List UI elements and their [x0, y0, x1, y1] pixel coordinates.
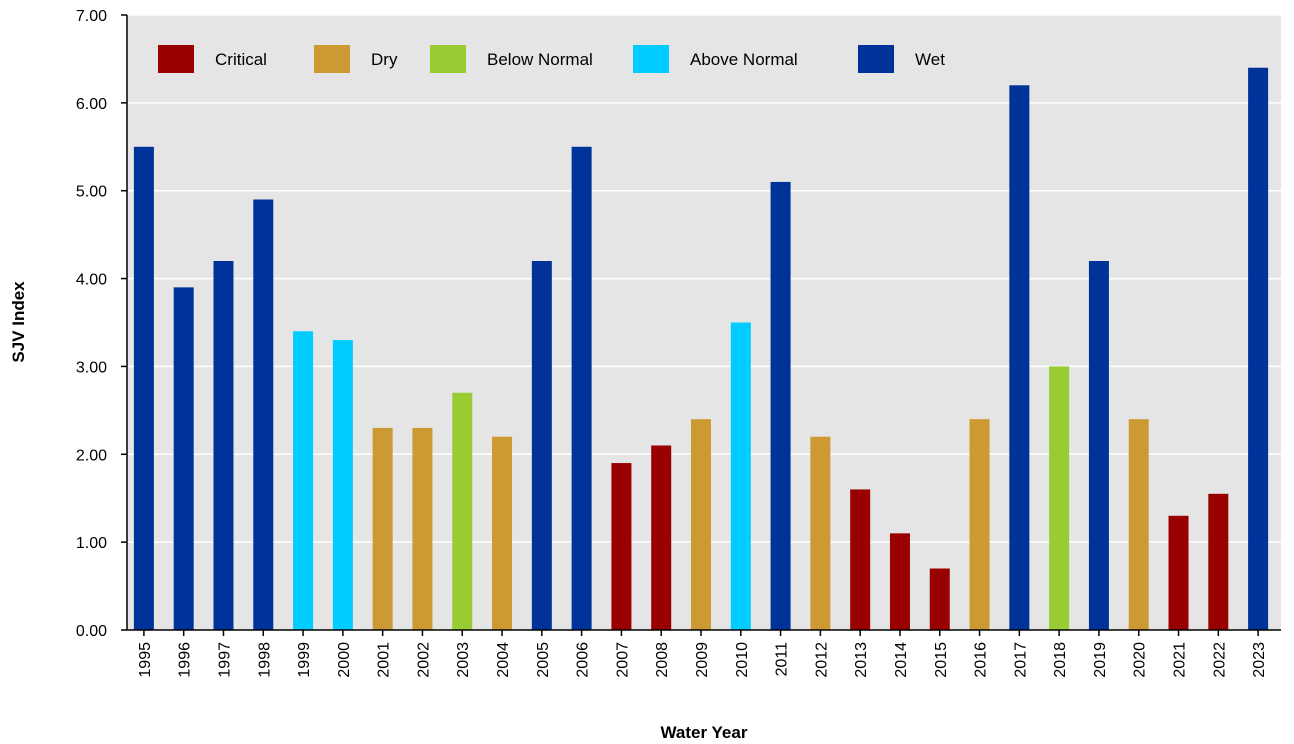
legend-label: Above Normal	[690, 50, 798, 69]
x-tick-label: 2006	[575, 642, 592, 678]
x-tick-label: 2014	[893, 642, 910, 678]
bar-2005	[531, 261, 552, 630]
legend-swatch-critical	[158, 45, 194, 73]
y-tick-label: 6.00	[76, 96, 107, 113]
x-tick-label: 2012	[813, 642, 830, 678]
bar-2017	[1009, 85, 1030, 631]
bar-1995	[133, 146, 154, 631]
x-tick-label: 1998	[256, 642, 273, 678]
x-tick-label: 2007	[614, 642, 631, 678]
bar-2019	[1088, 261, 1109, 630]
x-tick-label: 2000	[336, 642, 353, 678]
legend-swatch-wet	[858, 45, 894, 73]
legend: Critical Dry Below Normal Above Normal Wet	[158, 45, 945, 73]
bar-2008	[651, 445, 672, 630]
y-tick-label: 4.00	[76, 272, 107, 289]
bar-2007	[611, 463, 632, 630]
x-tick-label: 2005	[535, 642, 552, 678]
legend-label: Wet	[915, 50, 945, 69]
bar-2013	[850, 489, 871, 630]
y-tick-label: 0.00	[76, 623, 107, 640]
x-tick-label: 2020	[1132, 642, 1149, 678]
x-tick-label: 2016	[973, 642, 990, 678]
x-tick-label: 2011	[774, 642, 791, 677]
legend-swatch-below-normal	[430, 45, 466, 73]
x-tick-label: 2008	[654, 642, 671, 678]
legend-label: Dry	[371, 50, 398, 69]
y-axis-title: SJV Index	[9, 281, 28, 363]
x-tick-label: 2017	[1012, 642, 1029, 678]
bar-2023	[1248, 67, 1269, 630]
x-axis-title: Water Year	[661, 723, 748, 742]
bar-2021	[1168, 515, 1189, 630]
x-tick-label: 1995	[137, 642, 154, 678]
bar-2010	[730, 322, 751, 630]
x-tick-label: 2022	[1211, 642, 1228, 678]
bar-2001	[372, 427, 393, 630]
x-tick-label: 2018	[1052, 642, 1069, 678]
y-tick-label: 3.00	[76, 359, 107, 376]
x-axis-ticks: 1995 1996 1997 1998 1999 2000 2001 2002 2003 2004…	[137, 630, 1268, 678]
x-tick-label: 2021	[1172, 642, 1189, 678]
bar-1997	[213, 261, 234, 630]
y-axis-ticks: 0.00 1.00 2.00 3.00 4.00 5.00 6.00 7.00	[76, 8, 127, 640]
bar-2002	[412, 427, 433, 630]
bar-2020	[1128, 419, 1149, 630]
x-tick-label: 2019	[1092, 642, 1109, 678]
bar-2003	[452, 392, 473, 630]
bar-2006	[571, 146, 592, 631]
bar-1999	[293, 331, 314, 630]
bars	[133, 67, 1269, 631]
bar-2009	[691, 419, 711, 630]
bar-2012	[810, 436, 831, 630]
bar-1998	[253, 199, 274, 630]
legend-swatch-above-normal	[633, 45, 669, 73]
y-tick-label: 7.00	[76, 8, 107, 25]
x-tick-label: 2009	[694, 642, 711, 678]
bar-2015	[929, 568, 950, 630]
x-tick-label: 1999	[296, 642, 313, 678]
y-tick-label: 2.00	[76, 447, 107, 464]
bar-2014	[889, 533, 910, 630]
x-tick-label: 2001	[376, 642, 393, 678]
bar-2016	[969, 419, 990, 630]
bar-2004	[492, 436, 513, 630]
x-tick-label: 2013	[853, 642, 870, 678]
y-tick-label: 5.00	[76, 184, 107, 201]
legend-swatch-dry	[314, 45, 350, 73]
bar-2011	[770, 181, 791, 630]
x-tick-label: 1997	[216, 642, 233, 678]
x-tick-label: 2010	[734, 642, 751, 678]
bar-2000	[332, 340, 353, 630]
x-tick-label: 2004	[495, 642, 512, 678]
y-tick-label: 1.00	[76, 535, 107, 552]
bar-2022	[1208, 493, 1229, 630]
x-tick-label: 2002	[415, 642, 432, 678]
legend-label: Critical	[215, 50, 267, 69]
x-tick-label: 2015	[933, 642, 950, 678]
bar-1996	[173, 287, 194, 630]
x-tick-label: 2003	[455, 642, 472, 678]
legend-label: Below Normal	[487, 50, 593, 69]
x-tick-label: 2023	[1251, 642, 1268, 678]
bar-2018	[1049, 366, 1070, 630]
x-tick-label: 1996	[177, 642, 194, 678]
